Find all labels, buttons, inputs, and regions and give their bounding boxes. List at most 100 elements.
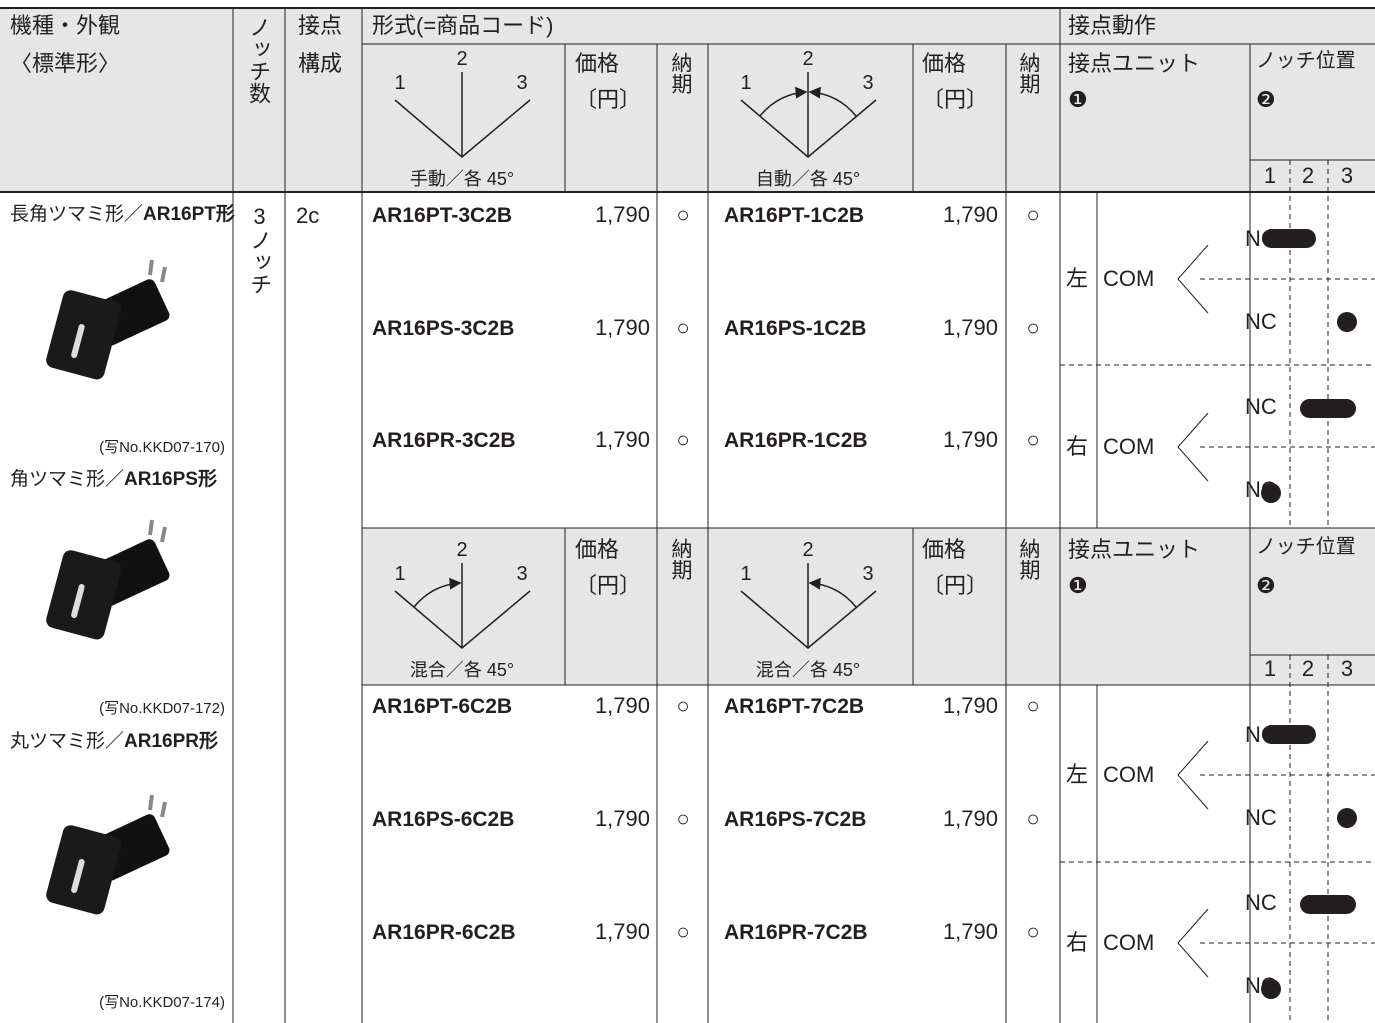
notch-dot [1261,483,1281,503]
photo-pointer [71,584,85,619]
price: 1,790 [594,315,650,340]
product-code: AR16PT-1C2B [724,204,865,227]
price: 1,790 [942,315,998,340]
product-code: AR16PT-7C2B [724,695,865,718]
price-header: 〔円〕 [922,573,989,598]
header: 接点動作 [1068,13,1157,38]
header: ノッチ数 [246,16,271,104]
unit-side: 右 [1066,434,1089,459]
model-label: 長角ツマミ形／AR16PT形 [10,204,235,226]
photo-caption: (写No.KKD07-170) [99,439,225,456]
price-header: 〔円〕 [575,87,642,112]
delivery-header: 納期 [1017,538,1040,580]
notch-header: ノッチ位置 [1256,536,1356,558]
model-code: AR16PR形 [124,731,218,752]
diagram-label: 3 [516,72,528,94]
diagram-label: 2 [456,539,468,561]
diagram-label: 3 [862,72,874,94]
photo-pin [148,259,154,276]
price-header: 価格 [922,537,967,562]
diagram-label: 1 [394,563,406,585]
photo-caption: (写No.KKD07-172) [99,700,225,717]
unit-side: 左 [1066,762,1089,787]
nc-label: NC [1245,477,1277,502]
price: 1,790 [594,427,650,452]
return-arc [759,86,808,117]
notch-count: 3ノッチ [247,204,272,295]
model-label: 角ツマミ形／AR16PS形 [10,469,217,491]
delivery: ○ [1026,693,1040,718]
contact-bracket [1177,740,1209,810]
diagram-caption: 自動／各 45° [755,169,861,189]
notch-bar [1262,725,1316,744]
price: 1,790 [942,427,998,452]
model-code: AR16PT形 [143,204,235,225]
model-name: 角ツマミ形／ [10,469,125,490]
delivery: ○ [1026,806,1040,831]
contact-bracket [1177,244,1209,314]
diagram-label: 3 [516,563,528,585]
price-header: 価格 [922,51,967,76]
delivery-header: 納期 [1017,52,1040,94]
delivery: ○ [676,202,690,227]
product-code: AR16PR-6C2B [372,921,516,944]
photo-pin [160,801,167,818]
price: 1,790 [942,202,998,227]
contact-bracket [1177,412,1209,482]
unit-header: ❶ [1068,573,1088,598]
delivery: ○ [676,427,690,452]
header: 機種・外観 [10,13,121,38]
model-name: 丸ツマミ形／ [10,731,125,752]
notch-dot [1261,979,1281,999]
position-label: 3 [1340,656,1354,681]
header-bg [362,528,1375,685]
diagram-label: 2 [456,48,468,70]
price: 1,790 [594,806,650,831]
model-label: 丸ツマミ形／AR16PR形 [10,731,218,753]
diagram-caption: 手動／各 45° [409,169,515,189]
position-label: 1 [1263,163,1277,188]
contact-bracket [1177,908,1209,978]
position-label: 3 [1340,163,1354,188]
header: 形式(=商品コード) [372,13,554,38]
diagram-label: 2 [802,539,814,561]
nc-label: NC [1245,805,1277,830]
diagram-caption: 混合／各 45° [409,660,515,680]
product-code: AR16PS-7C2B [724,808,867,831]
product-code: AR16PS-6C2B [372,808,515,831]
nc-label: NC [1245,309,1277,334]
contact-config: 2c [296,203,320,228]
notch-dot [1337,312,1357,332]
nc-label: NC [1245,394,1277,419]
price-header: 〔円〕 [922,87,989,112]
unit-side: 右 [1066,930,1089,955]
unit-header: 接点ユニット [1068,537,1201,562]
price: 1,790 [594,202,650,227]
price-header: 価格 [575,537,620,562]
delivery-header: 納期 [669,52,692,94]
com-label: COM [1103,266,1155,291]
notch-bar [1262,229,1316,248]
product-code: AR16PT-6C2B [372,695,513,718]
header: 〈標準形〉 [10,51,121,76]
notch-header: ノッチ位置 [1256,50,1356,72]
model-code: AR16PS形 [124,469,217,490]
diagram-label: 1 [394,72,406,94]
return-arc [413,577,462,608]
delivery: ○ [676,693,690,718]
com-label: COM [1103,930,1155,955]
photo-pin [160,526,167,543]
delivery: ○ [1026,427,1040,452]
price: 1,790 [942,806,998,831]
product-code: AR16PS-1C2B [724,317,867,340]
position-label: 2 [1301,163,1315,188]
photo-pointer [71,324,85,359]
price: 1,790 [942,919,998,944]
photo-pin [148,794,154,811]
position-label: 1 [1263,656,1277,681]
photo-knob [46,290,122,380]
unit-header: ❶ [1068,87,1088,112]
diagram-label: 1 [740,563,752,585]
